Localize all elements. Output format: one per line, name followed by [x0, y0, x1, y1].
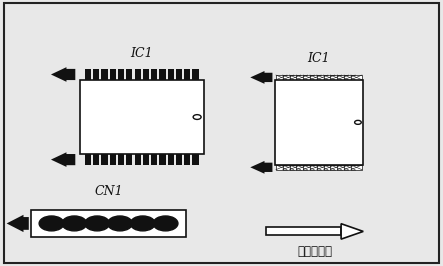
Bar [337, 75, 348, 80]
Bar [167, 154, 174, 165]
Bar [283, 75, 294, 80]
FancyArrow shape [250, 71, 272, 84]
Text: 过波峰方向: 过波峰方向 [297, 245, 332, 258]
Circle shape [39, 216, 64, 231]
Bar [85, 154, 91, 165]
FancyArrow shape [7, 215, 29, 232]
Bar [192, 69, 198, 80]
Text: CN1: CN1 [94, 185, 123, 198]
Bar [310, 75, 321, 80]
Bar [351, 165, 362, 170]
Bar [275, 80, 363, 165]
Bar [310, 165, 321, 170]
Bar [290, 75, 301, 80]
Bar [176, 69, 182, 80]
Bar [296, 75, 307, 80]
Bar [126, 154, 132, 165]
Bar [296, 165, 307, 170]
Bar [101, 69, 108, 80]
Bar [283, 165, 294, 170]
Bar [351, 75, 362, 80]
Bar [344, 75, 355, 80]
Bar [159, 154, 166, 165]
Bar [31, 210, 186, 237]
Bar [344, 165, 355, 170]
Bar [135, 154, 141, 165]
Bar [151, 69, 157, 80]
Bar [110, 154, 116, 165]
Bar [118, 69, 124, 80]
Polygon shape [341, 224, 363, 239]
Circle shape [153, 216, 178, 231]
Bar [330, 75, 342, 80]
Bar [101, 154, 108, 165]
Bar [276, 75, 287, 80]
Bar [266, 227, 341, 235]
Bar [184, 69, 190, 80]
Bar [184, 154, 190, 165]
Bar [192, 154, 198, 165]
Circle shape [85, 216, 109, 231]
Bar [135, 69, 141, 80]
Bar [118, 154, 124, 165]
Circle shape [130, 216, 155, 231]
Bar [303, 75, 314, 80]
Bar [317, 165, 328, 170]
Text: IC1: IC1 [130, 47, 153, 60]
Bar [276, 165, 287, 170]
FancyArrow shape [51, 152, 75, 167]
Bar [80, 80, 204, 154]
Bar [126, 69, 132, 80]
Circle shape [108, 216, 132, 231]
Bar [167, 69, 174, 80]
FancyArrow shape [250, 161, 272, 174]
Bar [93, 154, 99, 165]
FancyArrow shape [51, 67, 75, 82]
Bar [303, 165, 314, 170]
Bar [159, 69, 166, 80]
Bar [143, 69, 149, 80]
Bar [143, 154, 149, 165]
Bar [330, 165, 342, 170]
Bar [85, 69, 91, 80]
Bar [93, 69, 99, 80]
Bar [176, 154, 182, 165]
Bar [290, 165, 301, 170]
Bar [151, 154, 157, 165]
Bar [317, 75, 328, 80]
Bar [324, 75, 335, 80]
Text: IC1: IC1 [307, 52, 330, 65]
Bar [324, 165, 335, 170]
Bar [110, 69, 116, 80]
Circle shape [62, 216, 87, 231]
Bar [337, 165, 348, 170]
